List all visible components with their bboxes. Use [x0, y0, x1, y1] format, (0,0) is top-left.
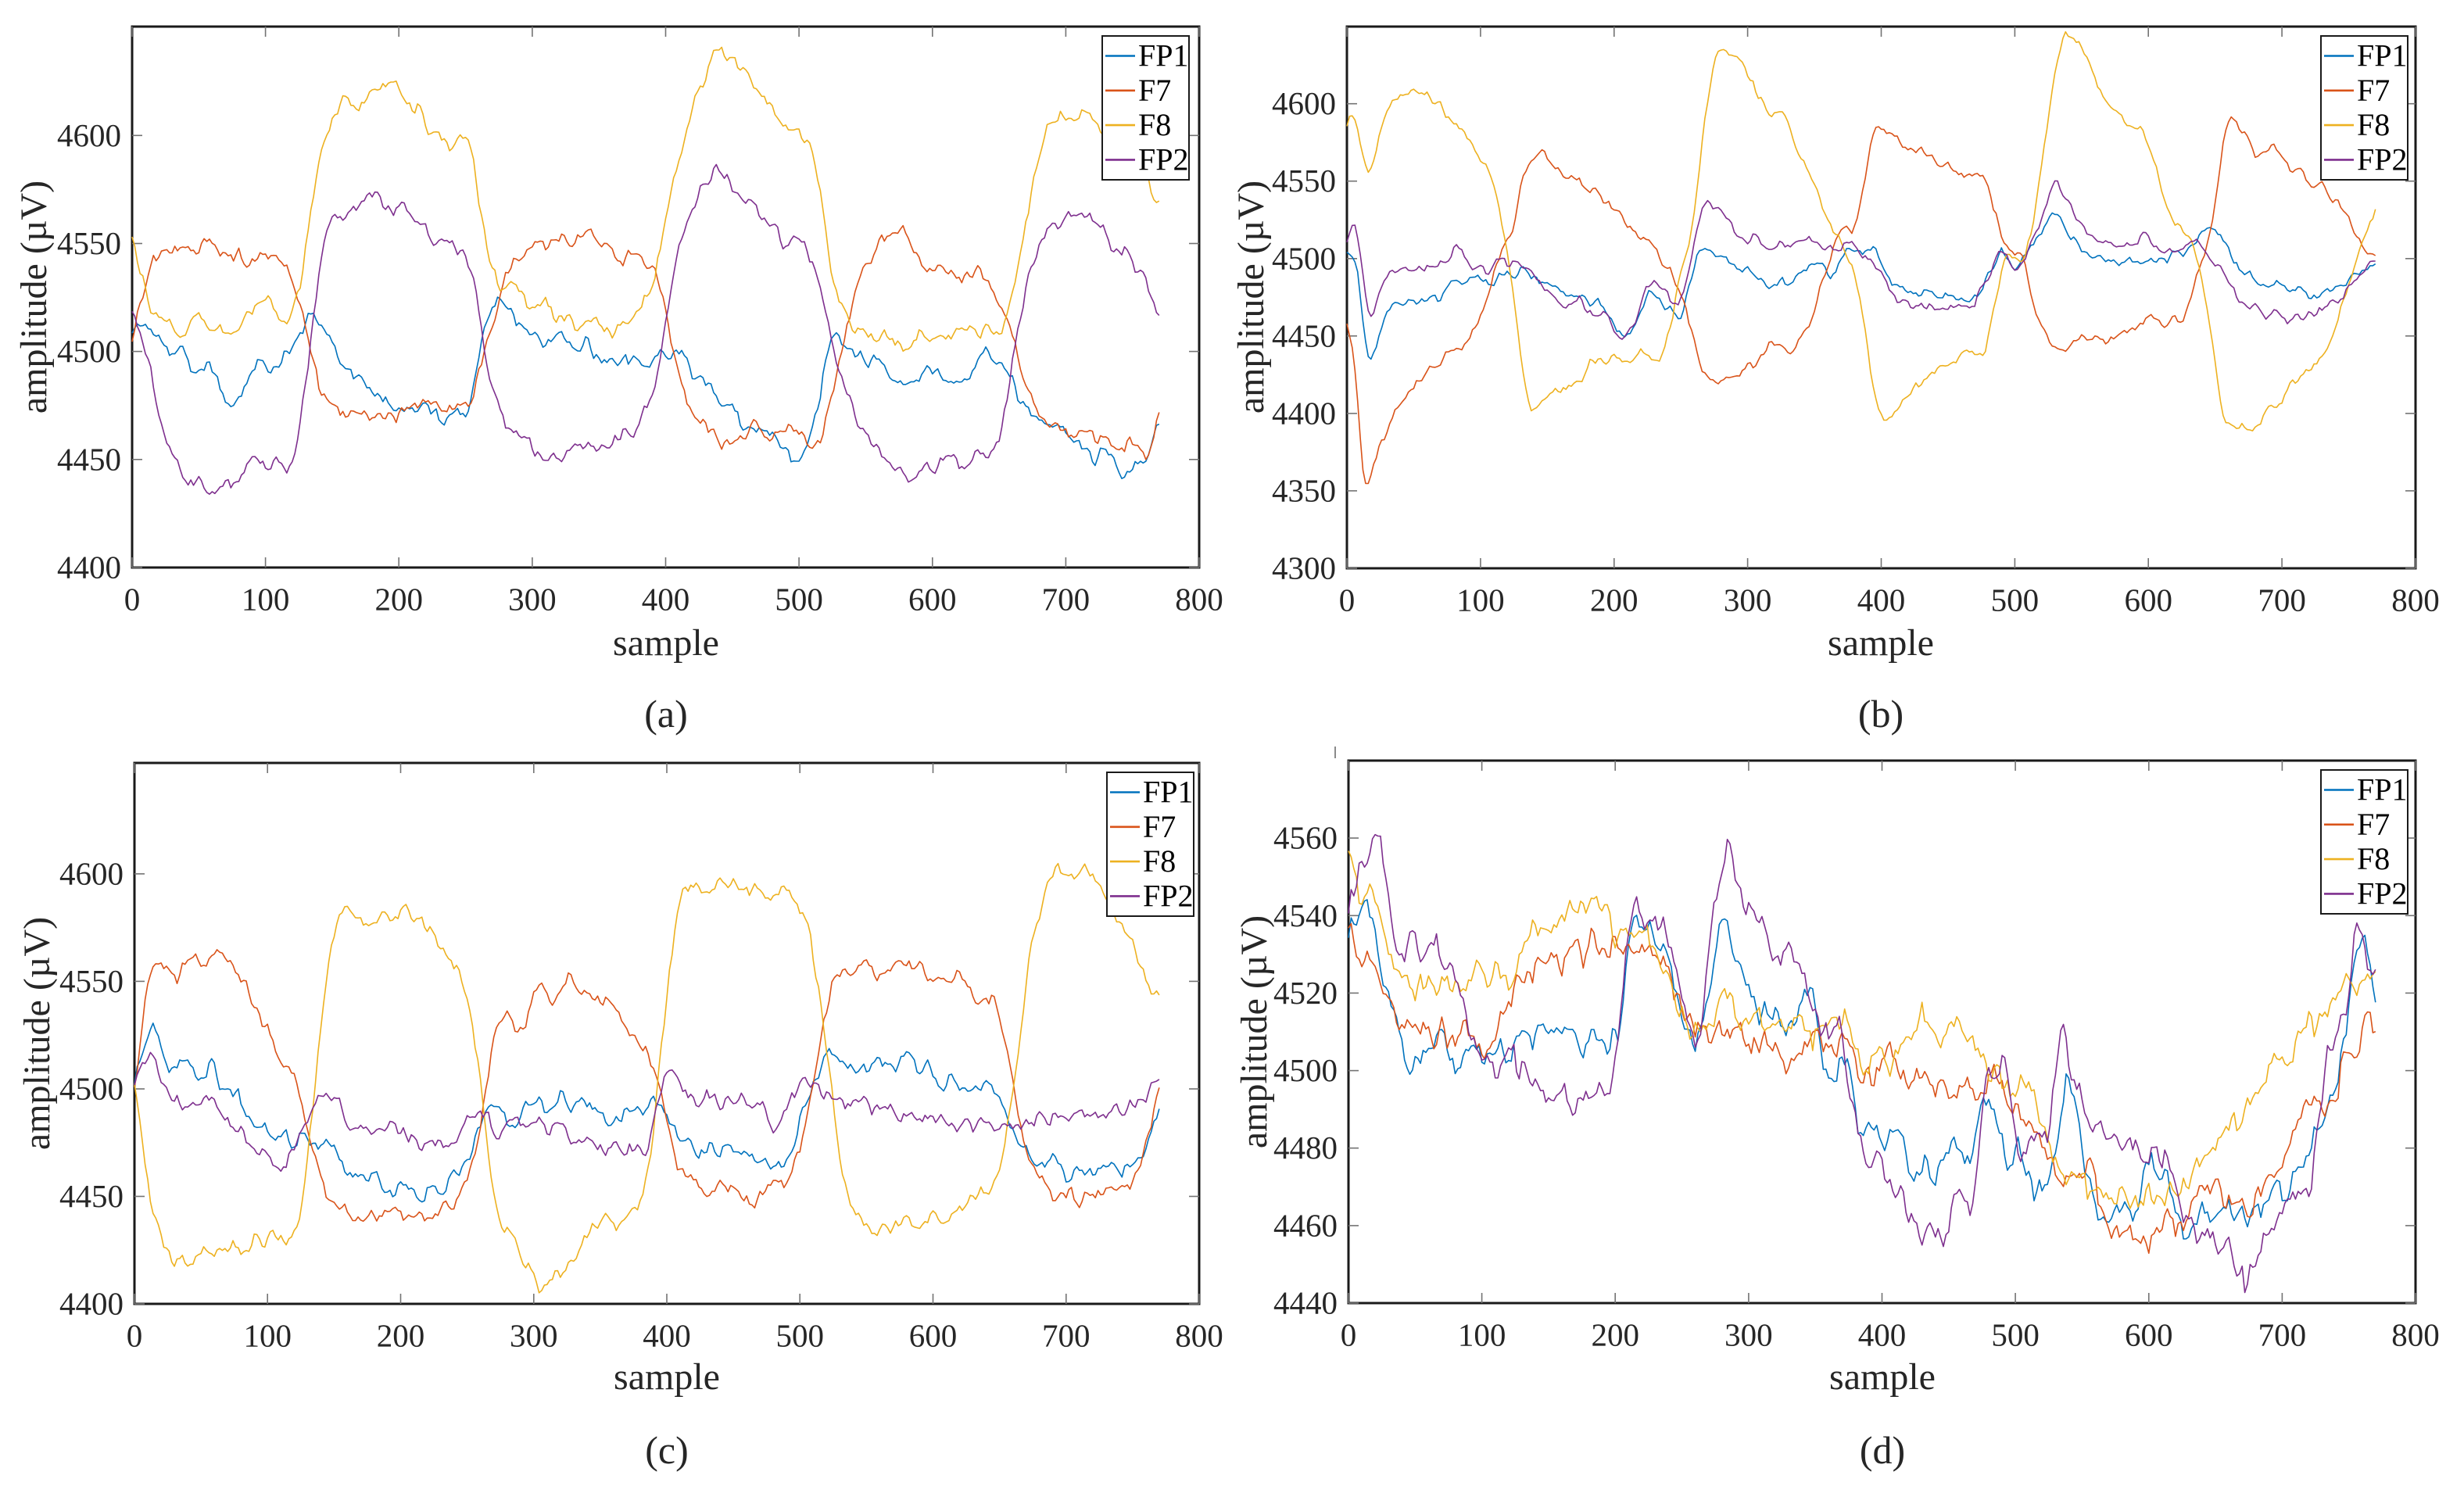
svg-text:4440: 4440	[1273, 1285, 1338, 1321]
svg-text:4400: 4400	[59, 1286, 124, 1322]
svg-text:4500: 4500	[57, 333, 121, 369]
svg-text:(c): (c)	[645, 1428, 689, 1472]
svg-text:4550: 4550	[57, 225, 121, 261]
svg-text:4480: 4480	[1273, 1130, 1338, 1166]
svg-text:(a): (a)	[644, 692, 688, 736]
svg-text:700: 700	[1042, 1318, 1091, 1354]
svg-text:0: 0	[124, 582, 141, 618]
svg-text:4450: 4450	[59, 1178, 124, 1214]
svg-text:4500: 4500	[1273, 1052, 1338, 1088]
svg-text:600: 600	[2125, 1317, 2173, 1353]
svg-text:600: 600	[2124, 582, 2172, 618]
svg-text:4600: 4600	[1272, 85, 1336, 121]
svg-text:200: 200	[374, 582, 423, 618]
svg-text:(d): (d)	[1860, 1428, 1905, 1472]
svg-text:0: 0	[1339, 582, 1356, 618]
svg-text:F8: F8	[1143, 843, 1176, 879]
svg-text:sample: sample	[1829, 1356, 1936, 1398]
svg-text:600: 600	[908, 582, 957, 618]
svg-text:4600: 4600	[57, 117, 121, 153]
svg-text:4450: 4450	[1272, 317, 1336, 353]
svg-text:F7: F7	[1138, 73, 1171, 108]
svg-text:4350: 4350	[1272, 472, 1336, 508]
svg-text:300: 300	[508, 582, 557, 618]
svg-text:amplitude (µV): amplitude (µV)	[16, 917, 58, 1150]
svg-text:400: 400	[642, 582, 690, 618]
svg-text:600: 600	[909, 1318, 958, 1354]
svg-text:FP1: FP1	[2357, 38, 2408, 73]
svg-text:300: 300	[510, 1318, 558, 1354]
svg-text:4500: 4500	[59, 1071, 124, 1107]
svg-text:FP2: FP2	[1143, 878, 1194, 913]
svg-text:(b): (b)	[1858, 692, 1904, 736]
svg-text:4550: 4550	[59, 963, 124, 999]
svg-text:500: 500	[1991, 582, 2040, 618]
svg-text:sample: sample	[614, 1356, 720, 1398]
svg-text:FP1: FP1	[1138, 38, 1189, 73]
svg-text:200: 200	[377, 1318, 425, 1354]
svg-text:800: 800	[2391, 582, 2440, 618]
svg-text:4460: 4460	[1273, 1207, 1338, 1243]
svg-text:4600: 4600	[59, 855, 124, 891]
svg-text:300: 300	[1724, 1317, 1773, 1353]
svg-text:4540: 4540	[1273, 897, 1338, 933]
svg-text:200: 200	[1591, 1317, 1639, 1353]
svg-text:F7: F7	[1143, 809, 1176, 844]
svg-text:700: 700	[2258, 582, 2306, 618]
svg-text:4400: 4400	[1272, 395, 1336, 431]
svg-text:100: 100	[242, 582, 290, 618]
svg-text:800: 800	[1175, 582, 1223, 618]
svg-text:4520: 4520	[1273, 975, 1338, 1011]
svg-text:4300: 4300	[1272, 550, 1336, 586]
svg-text:amplitude (µV): amplitude (µV)	[1234, 915, 1275, 1148]
svg-text:4450: 4450	[57, 441, 121, 477]
svg-text:amplitude (µV): amplitude (µV)	[1230, 181, 1272, 414]
svg-text:FP2: FP2	[1138, 141, 1189, 177]
svg-text:FP2: FP2	[2357, 875, 2408, 911]
svg-text:F7: F7	[2357, 73, 2390, 108]
svg-text:800: 800	[2391, 1317, 2440, 1353]
svg-text:4560: 4560	[1273, 820, 1338, 856]
svg-text:500: 500	[775, 582, 823, 618]
svg-text:0: 0	[1341, 1317, 1357, 1353]
svg-text:4500: 4500	[1272, 240, 1336, 276]
svg-text:400: 400	[1858, 1317, 1907, 1353]
svg-text:F8: F8	[2357, 107, 2390, 142]
svg-text:200: 200	[1590, 582, 1638, 618]
svg-text:100: 100	[1456, 582, 1505, 618]
svg-text:700: 700	[1042, 582, 1091, 618]
svg-text:FP1: FP1	[2357, 772, 2408, 807]
svg-text:300: 300	[1724, 582, 1772, 618]
svg-text:400: 400	[643, 1318, 691, 1354]
svg-text:F8: F8	[2357, 841, 2390, 876]
svg-text:400: 400	[1857, 582, 1906, 618]
svg-text:FP1: FP1	[1143, 775, 1194, 810]
svg-text:100: 100	[243, 1318, 292, 1354]
svg-text:4550: 4550	[1272, 163, 1336, 199]
svg-text:sample: sample	[613, 622, 719, 664]
svg-text:100: 100	[1458, 1317, 1506, 1353]
svg-text:sample: sample	[1828, 622, 1934, 664]
svg-text:F7: F7	[2357, 807, 2390, 842]
svg-text:0: 0	[127, 1318, 143, 1354]
svg-text:500: 500	[775, 1318, 824, 1354]
svg-text:FP2: FP2	[2357, 141, 2408, 177]
svg-text:4400: 4400	[57, 550, 121, 585]
svg-text:700: 700	[2258, 1317, 2307, 1353]
svg-text:500: 500	[1991, 1317, 2040, 1353]
svg-text:F8: F8	[1138, 107, 1171, 142]
svg-text:800: 800	[1175, 1318, 1223, 1354]
svg-text:amplitude (µV): amplitude (µV)	[13, 181, 55, 414]
